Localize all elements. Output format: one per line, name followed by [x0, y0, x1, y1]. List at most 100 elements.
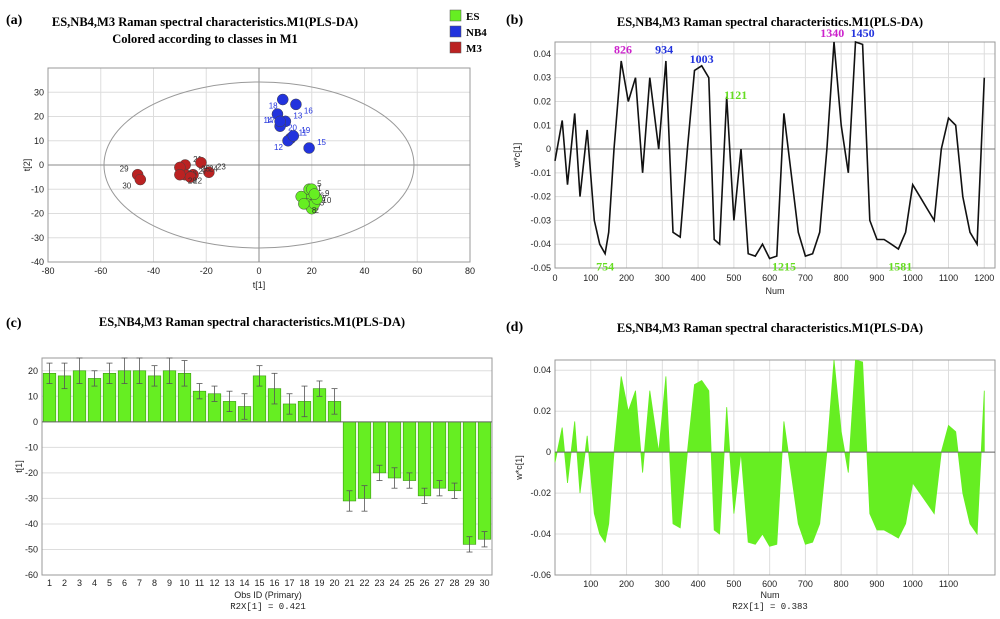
peak-annotation: 934	[655, 43, 673, 57]
x-tick-label: 3	[77, 578, 82, 588]
point-label: 24	[209, 165, 218, 174]
x-tick-label: 400	[691, 579, 706, 589]
peak-annotation: 754	[596, 259, 614, 273]
bar	[447, 421, 462, 492]
point-label: 28	[188, 177, 197, 186]
x-tick-label: 30	[479, 578, 489, 588]
point-label: 18	[269, 102, 278, 111]
x-tick-label: 1200	[974, 273, 994, 283]
y-tick-label: 20	[28, 366, 38, 376]
x-tick-label: 12	[209, 578, 219, 588]
x-tick-label: 14	[239, 578, 249, 588]
x-tick-label: 400	[691, 273, 706, 283]
bar	[477, 421, 492, 540]
y-axis-label: w*c[1]	[512, 143, 522, 169]
x-axis-label: Num	[760, 590, 779, 600]
point-label: 20	[288, 123, 297, 132]
x-tick-label: 0	[552, 273, 557, 283]
peak-annotation: 1340	[820, 26, 844, 40]
data-point	[134, 173, 147, 186]
data-point	[274, 115, 286, 128]
point-label: 1	[317, 184, 322, 193]
x-axis-label: t[1]	[253, 280, 266, 290]
x-tick-label: 9	[167, 578, 172, 588]
peak-annotation: 1581	[888, 259, 912, 273]
x-tick-label: 1100	[939, 579, 958, 589]
peak-annotation: 1215	[772, 259, 796, 273]
y-tick-label: -0.02	[530, 488, 551, 498]
x-tick-label: 200	[619, 579, 634, 589]
x-tick-label: -40	[147, 266, 160, 276]
legend-swatch	[449, 9, 462, 22]
x-tick-label: 500	[726, 579, 741, 589]
x-tick-label: 600	[762, 273, 777, 283]
panel-label: (a)	[6, 13, 23, 28]
data-point	[287, 130, 300, 142]
x-tick-label: 28	[449, 578, 459, 588]
y-axis-label: t[1]	[14, 460, 24, 473]
x-tick-label: 1000	[903, 273, 923, 283]
x-axis-label: Obs ID (Primary)	[234, 590, 302, 600]
y-tick-label: -0.03	[530, 215, 551, 225]
chart-title: ES,NB4,M3 Raman spectral characteristics…	[52, 15, 358, 29]
spectrum-line	[554, 40, 986, 260]
panel-label: (d)	[506, 320, 523, 335]
point-label: 13	[293, 111, 302, 120]
y-axis-label: w*c[1]	[514, 455, 524, 481]
y-tick-label: 0.02	[533, 406, 551, 416]
bar	[417, 421, 432, 497]
y-tick-label: -0.06	[530, 570, 551, 580]
loading-area	[554, 359, 985, 547]
plot-frame	[554, 41, 996, 269]
panel-label: (c)	[6, 316, 22, 331]
x-tick-label: 7	[137, 578, 142, 588]
chart-title: ES,NB4,M3 Raman spectral characteristics…	[617, 15, 923, 29]
plot-frame	[554, 359, 996, 576]
x-tick-label: -80	[41, 266, 54, 276]
point-label: 22	[193, 177, 202, 186]
plot-frame	[41, 357, 493, 576]
bar	[342, 421, 357, 502]
y-tick-label: -10	[25, 442, 38, 452]
legend-label: ES	[466, 11, 479, 23]
hotelling-ellipse	[103, 81, 415, 249]
point-label: 25	[201, 165, 210, 174]
y-tick-label: -0.01	[530, 168, 551, 178]
x-tick-label: 900	[869, 273, 884, 283]
y-tick-label: 10	[28, 391, 38, 401]
x-tick-label: 24	[389, 578, 399, 588]
x-tick-label: 1100	[939, 273, 958, 283]
point-label: 7	[322, 194, 327, 203]
x-tick-label: -60	[94, 266, 107, 276]
y-tick-label: -30	[25, 493, 38, 503]
x-tick-label: 8	[152, 578, 157, 588]
x-tick-label: -20	[200, 266, 213, 276]
point-label: 23	[217, 162, 226, 171]
y-tick-label: 0.04	[533, 365, 551, 375]
x-tick-label: 200	[619, 273, 634, 283]
bar	[462, 421, 477, 545]
point-label: 19	[301, 126, 310, 135]
x-tick-label: 11	[195, 578, 204, 588]
x-tick-label: 20	[307, 266, 317, 276]
y-tick-label: -20	[25, 468, 38, 478]
x-tick-label: 1	[47, 578, 52, 588]
data-point	[303, 142, 315, 154]
x-tick-label: 16	[269, 578, 279, 588]
bar	[432, 421, 447, 489]
data-point	[203, 166, 215, 179]
x-tick-label: 6	[122, 578, 127, 588]
y-tick-label: 0	[39, 160, 44, 170]
y-tick-label: -40	[31, 257, 44, 267]
x-tick-label: 10	[179, 578, 189, 588]
y-tick-label: -50	[25, 544, 38, 554]
point-label: 16	[304, 106, 313, 115]
chart-title: ES,NB4,M3 Raman spectral characteristics…	[99, 315, 405, 329]
x-tick-label: 29	[464, 578, 474, 588]
x-tick-label: 27	[434, 578, 444, 588]
y-tick-label: 0	[546, 144, 551, 154]
x-tick-label: 100	[583, 579, 598, 589]
y-tick-label: -0.02	[530, 192, 551, 202]
x-tick-label: 600	[762, 579, 777, 589]
